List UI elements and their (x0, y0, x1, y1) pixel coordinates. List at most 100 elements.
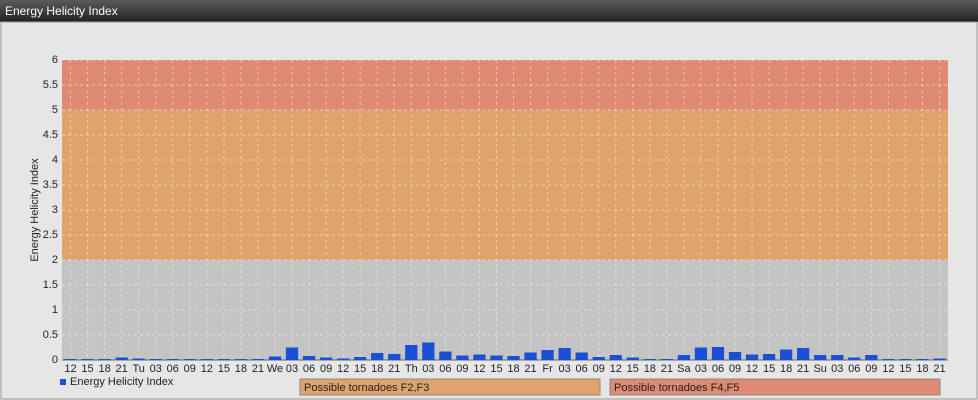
y-tick-label: 3 (52, 204, 58, 216)
x-tick-label: 03 (695, 363, 707, 375)
x-tick-label: 15 (763, 363, 775, 375)
bar (677, 355, 691, 360)
x-tick-label: 18 (371, 363, 383, 375)
x-tick-label: 15 (218, 363, 230, 375)
x-tick-label: 12 (473, 363, 485, 375)
bar (814, 355, 827, 360)
y-tick-label: 6 (52, 54, 58, 66)
x-tick-label: 12 (746, 363, 758, 375)
x-tick-label: 18 (507, 363, 519, 375)
x-tick-label: Su (813, 363, 826, 375)
x-tick-label: 21 (797, 363, 809, 375)
bar (473, 354, 486, 360)
x-tick-label: 06 (167, 363, 179, 375)
x-tick-label: 15 (627, 363, 639, 375)
y-tick-label: 4.5 (43, 129, 58, 141)
bar (132, 358, 145, 360)
x-tick-label: 03 (831, 363, 843, 375)
x-tick-label: 21 (116, 363, 128, 375)
bar (524, 352, 537, 360)
band-legend-label: Possible tornadoes F2,F3 (304, 382, 429, 394)
bar (251, 359, 265, 360)
x-tick-label: 21 (524, 363, 536, 375)
bar (711, 347, 725, 360)
y-tick-label: 1 (52, 304, 58, 316)
bar (728, 352, 742, 360)
x-tick-label: We (267, 363, 283, 375)
bar (831, 355, 844, 360)
x-tick-label: 18 (644, 363, 656, 375)
bar (98, 359, 111, 360)
bar (183, 359, 196, 360)
bar (609, 355, 622, 360)
bar (643, 359, 656, 360)
bar (285, 347, 299, 360)
bar (166, 359, 179, 360)
x-tick-label: 15 (354, 363, 366, 375)
bar (337, 358, 350, 360)
bar (916, 359, 929, 360)
bar (149, 359, 162, 360)
x-tick-label: 06 (848, 363, 860, 375)
bar (234, 359, 248, 360)
x-tick-label: 12 (882, 363, 894, 375)
x-tick-label: 21 (933, 363, 945, 375)
bar (558, 348, 571, 360)
x-tick-label: 12 (201, 363, 213, 375)
x-tick-label: Sa (677, 363, 691, 375)
x-tick-label: 18 (780, 363, 792, 375)
x-tick-label: 06 (576, 363, 588, 375)
band-legend-box (609, 378, 941, 396)
threshold-band (62, 260, 948, 360)
x-tick-label: 06 (303, 363, 315, 375)
window-title: Energy Helicity Index (0, 0, 978, 22)
x-tick-label: 18 (916, 363, 928, 375)
bar (422, 342, 435, 360)
y-axis-title: Energy Helicity Index (29, 158, 41, 262)
band-legend-label: Possible tornadoes F4,F5 (614, 382, 739, 394)
bar (507, 356, 520, 360)
bar (780, 349, 793, 360)
frame (0, 21, 978, 400)
y-tick-label: 2 (52, 254, 58, 266)
y-tick-label: 5.5 (43, 79, 58, 91)
threshold-band (62, 110, 948, 260)
bar (797, 348, 810, 360)
bar (694, 347, 708, 360)
x-tick-label: 06 (439, 363, 451, 375)
bar (626, 357, 639, 360)
bar (660, 359, 673, 360)
bar (81, 359, 94, 360)
x-tick-label: 03 (150, 363, 162, 375)
bar (882, 359, 895, 360)
x-tick-label: 09 (184, 363, 196, 375)
x-tick-label: Fr (542, 363, 553, 375)
bar (933, 358, 946, 360)
x-tick-label: 15 (490, 363, 502, 375)
bar (592, 357, 605, 360)
bar (302, 356, 316, 360)
bar (354, 357, 367, 360)
threshold-band (62, 60, 948, 110)
x-tick-label: 21 (388, 363, 400, 375)
bar (762, 354, 776, 360)
x-tick-label: 03 (559, 363, 571, 375)
x-tick-label: 12 (64, 363, 76, 375)
bar (899, 359, 912, 360)
bar (541, 350, 554, 360)
bar (319, 357, 333, 360)
x-tick-label: 15 (81, 363, 93, 375)
y-tick-label: 0 (52, 354, 58, 366)
x-tick-label: 21 (252, 363, 264, 375)
x-tick-label: 03 (286, 363, 298, 375)
x-tick-label: Tu (132, 363, 144, 375)
x-tick-label: 12 (337, 363, 349, 375)
bar (439, 351, 452, 360)
legend-swatch (60, 379, 66, 385)
x-tick-label: 09 (456, 363, 468, 375)
x-tick-label: 09 (320, 363, 332, 375)
bar (865, 355, 878, 360)
bar (456, 355, 469, 360)
bar (268, 356, 282, 360)
